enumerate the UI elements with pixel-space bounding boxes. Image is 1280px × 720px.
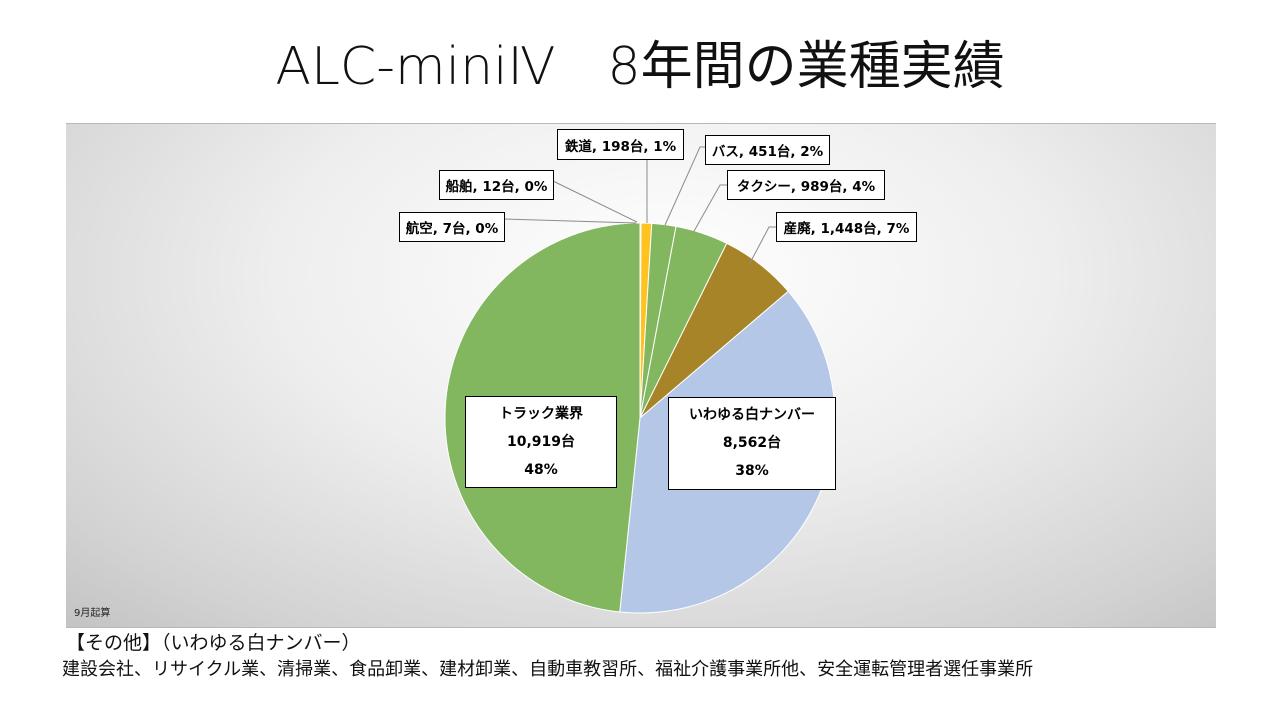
data-label-ship: 船舶, 12台, 0% <box>439 170 554 200</box>
leader-line-bus <box>664 146 705 226</box>
notes-heading: 【その他】（いわゆる白ナンバー） <box>66 632 361 654</box>
leader-line-air <box>503 218 637 224</box>
truck-percent: 48% <box>524 462 558 478</box>
data-label-white-number: いわゆる白ナンバー 8,562台 38% <box>668 397 836 490</box>
footnote: 9月起算 <box>74 608 111 619</box>
data-label-truck: トラック業界 10,919台 48% <box>465 396 617 488</box>
data-label-waste: 産廃, 1,448台, 7% <box>776 212 917 242</box>
data-label-rail: 鉄道, 198台, 1% <box>557 129 684 160</box>
truck-name: トラック業界 <box>499 406 583 422</box>
notes-body: 建設会社、リサイクル業、清掃業、食品卸業、建材卸業、自動車教習所、福祉介護事業所… <box>62 659 1034 680</box>
data-label-bus: バス, 451台, 2% <box>705 135 830 165</box>
leader-line-waste <box>749 226 776 264</box>
data-label-air: 航空, 7台, 0% <box>399 212 505 242</box>
chart-title: ALC-miniⅣ 8年間の業種実績 <box>275 37 1005 97</box>
data-label-taxi: タクシー, 989台, 4% <box>727 170 885 200</box>
truck-count: 10,919台 <box>506 434 576 450</box>
leader-line-ship <box>552 180 638 223</box>
leader-lines <box>503 146 776 264</box>
pie-chart <box>444 146 836 614</box>
chart-area: 航空, 7台, 0% 船舶, 12台, 0% 鉄道, 198台, 1% バス, … <box>66 123 1216 628</box>
white-number-count: 8,562台 <box>722 435 782 451</box>
white-number-name: いわゆる白ナンバー <box>689 407 815 423</box>
leader-line-taxi <box>692 184 727 234</box>
white-number-percent: 38% <box>735 463 769 479</box>
